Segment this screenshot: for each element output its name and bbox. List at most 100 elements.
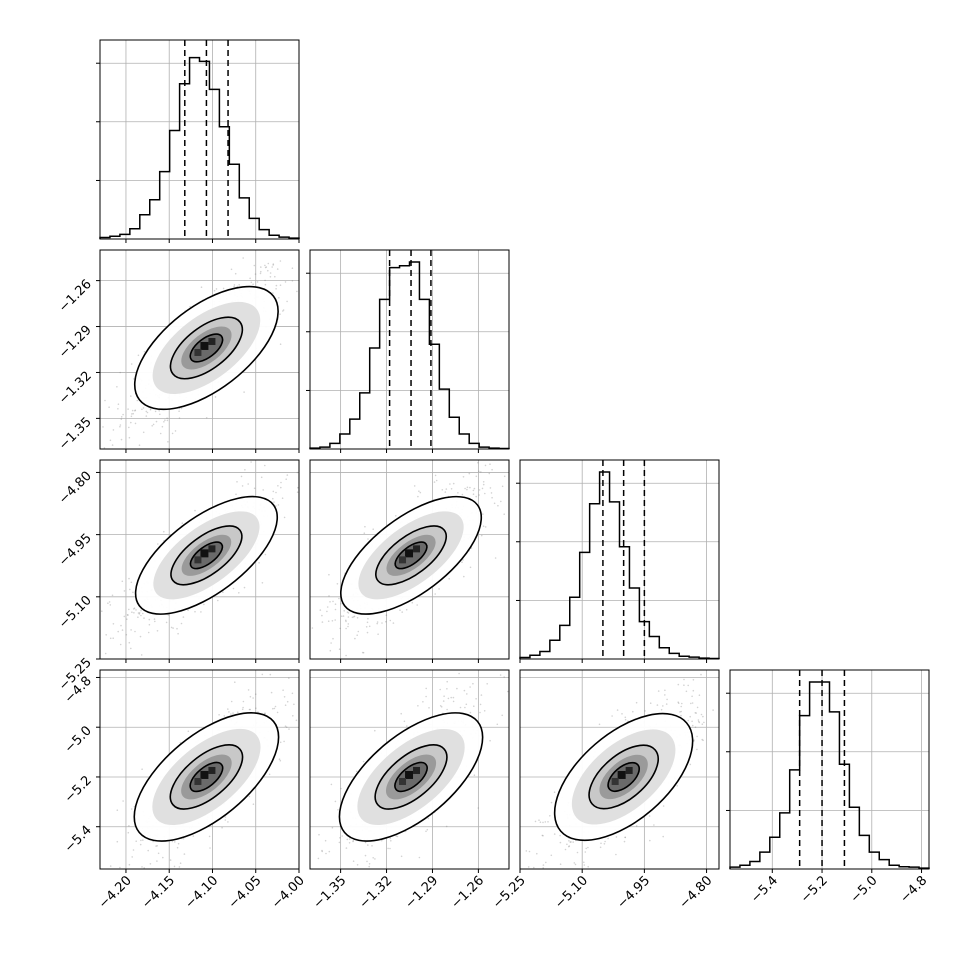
scatter-point: [334, 619, 336, 621]
scatter-point: [653, 824, 655, 826]
scatter-point: [134, 631, 136, 633]
density-peak: [626, 767, 633, 774]
scatter-point: [234, 681, 236, 683]
y-tick-label: −4.80: [56, 469, 95, 508]
scatter-point: [473, 705, 475, 707]
x-tick-label: −5.0: [848, 873, 881, 906]
scatter-point: [238, 284, 240, 286]
scatter-point: [466, 693, 468, 695]
scatter-point: [422, 701, 424, 703]
scatter-point: [293, 704, 295, 706]
scatter-point: [489, 473, 491, 475]
scatter-point: [147, 850, 149, 852]
x-tick-label: −5.2: [798, 873, 831, 906]
scatter-point: [160, 433, 162, 435]
y-tick-label: −5.10: [56, 593, 95, 632]
density-peak: [194, 349, 201, 356]
scatter-point: [434, 593, 436, 595]
scatter-point: [272, 498, 274, 500]
scatter-point: [446, 488, 448, 490]
x-tick-label: −5.10: [552, 873, 591, 912]
scatter-point: [357, 617, 359, 619]
scatter-point: [249, 796, 251, 798]
scatter-point: [479, 712, 481, 714]
scatter-point: [464, 707, 466, 709]
density-peak: [399, 556, 406, 563]
scatter-point: [680, 706, 682, 708]
scatter-point: [453, 697, 455, 699]
scatter-point: [143, 867, 145, 869]
scatter-point: [698, 721, 700, 723]
scatter-point: [264, 712, 266, 714]
scatter-point: [260, 273, 262, 275]
y-tick-label: −5.0: [62, 723, 95, 756]
scatter-point: [701, 739, 703, 741]
histogram-step: [100, 58, 299, 239]
scatter-point: [157, 543, 159, 545]
scatter-point: [464, 690, 466, 692]
scatter-point: [453, 701, 455, 703]
x-tick-label: −4.80: [677, 873, 716, 912]
scatter-point: [347, 611, 349, 613]
scatter-point: [133, 612, 135, 614]
scatter-point: [262, 674, 264, 676]
scatter-point: [701, 714, 703, 716]
scatter-point: [650, 702, 652, 704]
scatter-point: [376, 623, 378, 625]
scatter-point: [228, 711, 230, 713]
scatter-point: [242, 257, 244, 259]
scatter-point: [425, 831, 427, 833]
scatter-point: [253, 803, 255, 805]
scatter-point: [131, 413, 133, 415]
scatter-point: [460, 707, 462, 709]
scatter-point: [163, 421, 165, 423]
scatter-point: [117, 841, 119, 843]
scatter-point: [542, 867, 544, 869]
scatter-point: [489, 740, 491, 742]
scatter-point: [277, 712, 279, 714]
scatter-point: [137, 616, 139, 618]
scatter-point: [140, 615, 142, 617]
scatter-point: [446, 688, 448, 690]
panel-frame: [310, 250, 509, 449]
scatter-point: [142, 613, 144, 615]
x-tick-label: −4.20: [96, 873, 135, 912]
scatter-point: [540, 821, 542, 823]
scatter-point: [113, 623, 115, 625]
scatter-point: [495, 557, 497, 559]
scatter-point: [292, 280, 294, 282]
scatter-point: [135, 409, 137, 411]
scatter-point: [446, 709, 448, 711]
scatter-point: [131, 856, 133, 858]
x-tick-label: −4.10: [183, 873, 222, 912]
scatter-point: [119, 426, 121, 428]
scatter-point: [110, 440, 112, 442]
scatter-point: [692, 702, 694, 704]
density-peak: [413, 767, 420, 774]
scatter-point: [187, 610, 189, 612]
scatter-point: [321, 851, 323, 853]
scatter-point: [698, 719, 700, 721]
scatter-point: [129, 642, 131, 644]
scatter-point: [113, 429, 115, 431]
scatter-point: [124, 616, 126, 618]
scatter-point: [690, 764, 692, 766]
scatter-point: [265, 554, 267, 556]
scatter-point: [494, 503, 496, 505]
scatter-point: [279, 313, 281, 315]
scatter-point: [479, 489, 481, 491]
density-peak: [612, 778, 619, 785]
scatter-point: [156, 860, 158, 862]
scatter-point: [244, 587, 246, 589]
scatter-point: [284, 517, 286, 519]
scatter-point: [105, 634, 107, 636]
scatter-point: [154, 621, 156, 623]
scatter-point: [117, 631, 119, 633]
scatter-point: [162, 857, 164, 859]
scatter-point: [268, 263, 270, 265]
scatter-point: [543, 864, 545, 866]
scatter-point: [624, 837, 626, 839]
scatter-point: [142, 839, 144, 841]
scatter-point: [528, 866, 530, 868]
scatter-point: [153, 424, 155, 426]
